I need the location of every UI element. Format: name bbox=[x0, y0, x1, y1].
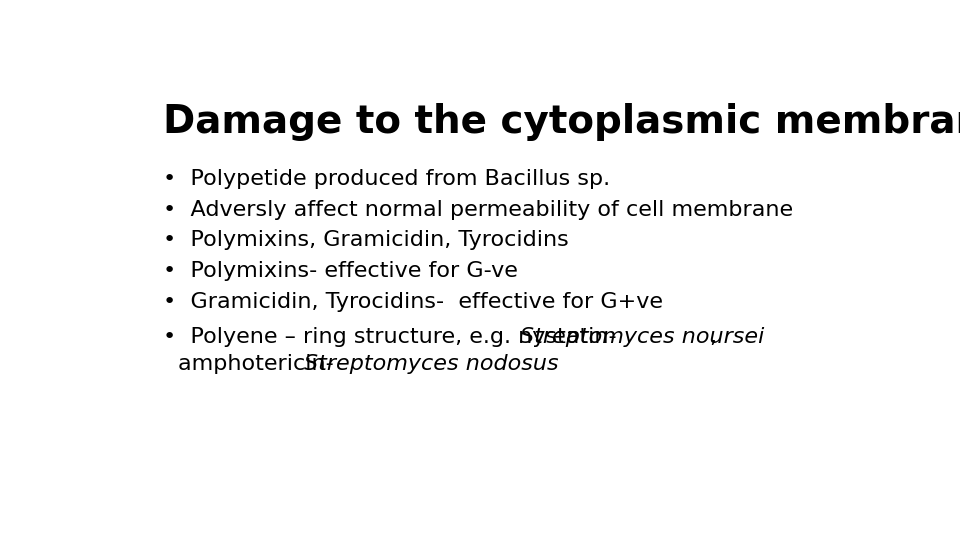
Text: •  Polypetide produced from Bacillus sp.: • Polypetide produced from Bacillus sp. bbox=[162, 168, 610, 189]
Text: amphotericin-: amphotericin- bbox=[179, 354, 341, 374]
Text: •  Polyene – ring structure, e.g. nystatin-: • Polyene – ring structure, e.g. nystati… bbox=[162, 327, 623, 347]
Text: Streptomyces nodosus: Streptomyces nodosus bbox=[304, 354, 559, 374]
Text: •  Gramicidin, Tyrocidins-  effective for G+ve: • Gramicidin, Tyrocidins- effective for … bbox=[162, 292, 662, 312]
Text: Streptomyces noursei: Streptomyces noursei bbox=[519, 327, 764, 347]
Text: •  Adversly affect normal permeability of cell membrane: • Adversly affect normal permeability of… bbox=[162, 200, 793, 220]
Text: ,: , bbox=[709, 327, 716, 347]
Text: •  Polymixins, Gramicidin, Tyrocidins: • Polymixins, Gramicidin, Tyrocidins bbox=[162, 231, 568, 251]
Text: •  Polymixins- effective for G-ve: • Polymixins- effective for G-ve bbox=[162, 261, 517, 281]
Text: Damage to the cytoplasmic membranes: Damage to the cytoplasmic membranes bbox=[162, 103, 960, 141]
